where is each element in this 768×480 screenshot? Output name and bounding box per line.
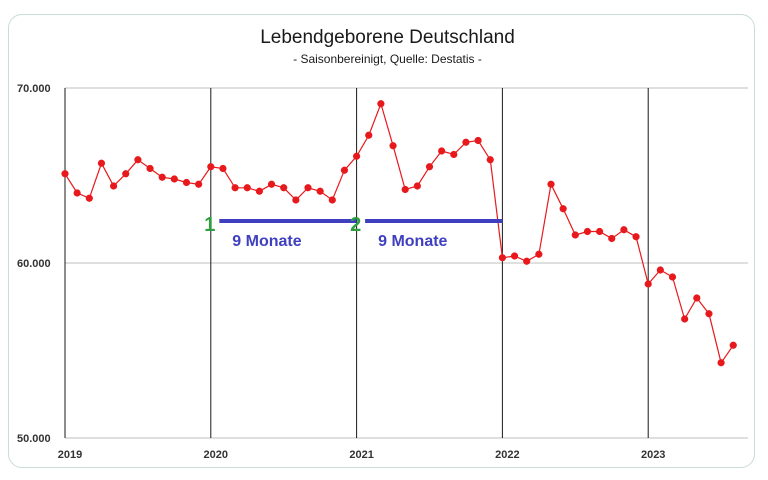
- data-point: [122, 170, 130, 178]
- data-point: [365, 131, 373, 139]
- data-point: [243, 184, 251, 192]
- data-point: [547, 180, 555, 188]
- data-point: [207, 163, 215, 171]
- data-point: [583, 227, 592, 236]
- data-point: [401, 185, 409, 194]
- data-point: [523, 257, 531, 265]
- data-point: [267, 180, 276, 188]
- chart-frame: [8, 14, 755, 468]
- data-point: [280, 184, 288, 192]
- annotation-number: 1: [204, 214, 215, 236]
- annotation-number: 2: [350, 214, 361, 236]
- data-point: [219, 164, 227, 173]
- data-point: [450, 150, 458, 159]
- data-point: [681, 315, 689, 323]
- data-point: [425, 163, 434, 171]
- data-point: [316, 187, 324, 195]
- data-point: [255, 187, 263, 195]
- y-tick-label: 60.000: [17, 258, 51, 270]
- x-tick-label: 2019: [58, 449, 82, 461]
- data-point: [195, 180, 203, 188]
- data-point: [73, 189, 81, 197]
- data-point: [729, 341, 737, 349]
- data-point: [486, 156, 494, 164]
- data-point: [559, 205, 567, 213]
- data-point: [85, 194, 93, 202]
- data-point: [97, 159, 106, 167]
- data-point: [535, 250, 543, 258]
- annotation-label: 9 Monate: [378, 233, 447, 250]
- data-point: [146, 164, 154, 173]
- x-tick-label: 2023: [641, 449, 665, 461]
- data-point: [608, 234, 616, 243]
- data-point: [717, 359, 725, 367]
- data-point: [705, 310, 713, 318]
- data-point: [596, 227, 604, 236]
- annotation-label: 9 Monate: [232, 233, 301, 250]
- data-point: [632, 233, 640, 241]
- y-tick-label: 50.000: [17, 433, 51, 445]
- data-point: [693, 294, 701, 302]
- data-point: [110, 182, 118, 190]
- data-point: [353, 152, 361, 160]
- data-point: [304, 184, 312, 192]
- data-point: [413, 182, 421, 190]
- data-point: [510, 252, 519, 260]
- data-point: [389, 142, 397, 150]
- data-point: [498, 254, 506, 262]
- data-point: [571, 231, 579, 239]
- data-point: [158, 173, 166, 181]
- data-point: [377, 100, 385, 108]
- y-tick-label: 70.000: [17, 83, 51, 95]
- data-point: [231, 184, 239, 192]
- data-point: [668, 273, 677, 281]
- data-point: [474, 136, 482, 145]
- x-tick-label: 2022: [495, 449, 519, 461]
- data-point: [292, 196, 300, 204]
- data-point: [620, 226, 628, 234]
- data-point: [656, 266, 664, 274]
- data-point: [644, 280, 652, 288]
- chart-title: Lebendgeborene Deutschland: [260, 27, 515, 48]
- data-point: [170, 175, 178, 183]
- data-point: [61, 170, 69, 178]
- data-point: [134, 156, 142, 164]
- data-point: [462, 138, 470, 146]
- chart-subtitle: - Saisonbereinigt, Quelle: Destatis -: [293, 52, 482, 66]
- x-tick-label: 2020: [204, 449, 228, 461]
- data-point: [328, 196, 336, 204]
- data-point: [340, 166, 349, 174]
- data-point: [438, 147, 446, 155]
- data-point: [182, 178, 191, 187]
- x-tick-label: 2021: [349, 449, 373, 461]
